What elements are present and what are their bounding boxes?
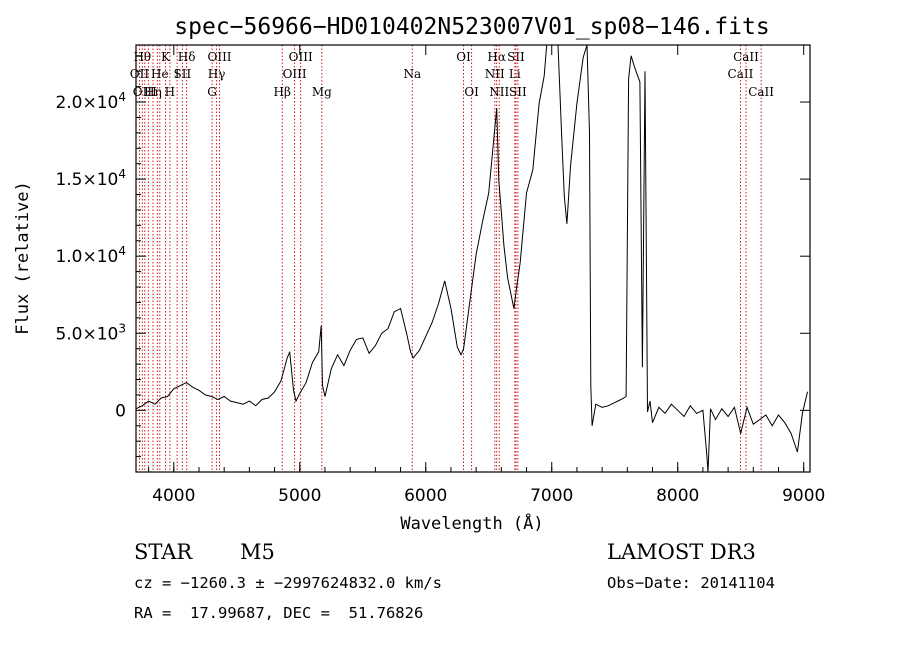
line-label: OIII (289, 50, 313, 64)
line-label: NII (485, 67, 505, 81)
x-tick-label: 5000 (278, 486, 321, 506)
line-label: He (151, 67, 169, 81)
x-axis-ticks: 4000 5000 6000 7000 8000 9000 (148, 45, 825, 506)
spectrum-line (135, 44, 808, 473)
line-label: K (161, 50, 171, 64)
line-label: OIII (133, 85, 157, 99)
object-class: STAR (134, 540, 193, 564)
line-label: Hη (144, 85, 162, 99)
line-label: CaII (748, 85, 774, 99)
line-label: CaII (733, 50, 759, 64)
coordinates-line: RA = 17.99687, DEC = 51.76826 (134, 604, 424, 622)
line-label: Hδ (178, 50, 196, 64)
line-label: H (165, 85, 175, 99)
line-label: Hα (487, 50, 506, 64)
line-label: Hγ (208, 67, 226, 81)
line-label: OIII (283, 67, 307, 81)
x-tick-label: 6000 (404, 486, 447, 506)
survey-name: LAMOST DR3 (607, 540, 756, 564)
object-subclass: M5 (240, 540, 275, 564)
line-label: OI (456, 50, 471, 64)
y-tick-label: 1.0×104 (55, 244, 126, 267)
line-label: Mg (312, 85, 332, 99)
y-tick-label: 0 (115, 401, 126, 421)
y-tick-label: 2.0×104 (55, 90, 126, 113)
line-label: Li (509, 67, 521, 81)
line-label: NII (489, 85, 509, 99)
line-label: OII (130, 67, 150, 81)
line-label: Hθ (133, 50, 151, 64)
x-axis-label: Wavelength (Å) (400, 512, 543, 534)
line-label: OI (464, 85, 479, 99)
line-label: Hβ (274, 85, 291, 99)
y-tick-label: 5.0×103 (55, 321, 126, 344)
line-label: I (175, 67, 180, 81)
observation-date: Obs−Date: 20141104 (607, 574, 775, 592)
redshift-line: cz = −1260.3 ± −2997624832.0 km/s (134, 574, 442, 592)
x-tick-label: 9000 (782, 486, 825, 506)
x-tick-label: 7000 (530, 486, 573, 506)
line-label: OIII (207, 50, 231, 64)
plot-frame (135, 44, 811, 473)
spectral-line-markers: HθOIIOIIIHηHeKHISIIHδGHγOIIIHβOIIIOIIIMg… (130, 45, 774, 472)
line-label: Na (403, 67, 421, 81)
line-label: G (207, 85, 217, 99)
y-axis-label: Flux (relative) (13, 181, 33, 335)
line-label: SII (174, 67, 192, 81)
x-tick-label: 8000 (656, 486, 699, 506)
line-label: CaII (728, 67, 754, 81)
y-axis-ticks: 0 5.0×103 1.0×104 1.5×104 2.0×104 (55, 55, 810, 458)
chart-title: spec−56966−HD010402N523007V01_sp08−146.f… (174, 14, 769, 40)
y-tick-label: 1.5×104 (55, 167, 126, 190)
line-label: SII (509, 85, 527, 99)
line-label: SII (507, 50, 525, 64)
x-tick-label: 4000 (152, 486, 195, 506)
